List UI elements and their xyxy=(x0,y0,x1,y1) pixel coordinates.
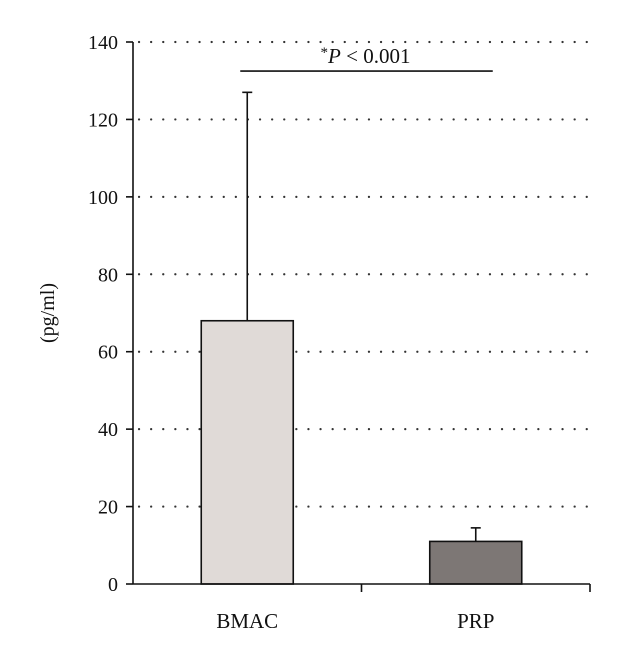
y-tick-label: 140 xyxy=(88,32,118,54)
bar-bmac xyxy=(200,319,295,585)
bars xyxy=(200,319,523,585)
gridlines xyxy=(137,40,592,508)
x-categories: BMAC PRP xyxy=(216,584,591,633)
y-tick-label: 40 xyxy=(98,419,118,441)
y-tick-label: 60 xyxy=(98,342,118,364)
y-tick-label: 0 xyxy=(108,574,118,596)
y-tick-label: 20 xyxy=(98,497,118,519)
x-category-label: PRP xyxy=(457,609,494,633)
bar-prp xyxy=(428,540,523,585)
significance-star: * xyxy=(321,45,329,61)
y-tick-label: 100 xyxy=(88,187,118,209)
y-tick-label: 120 xyxy=(88,109,118,131)
p-symbol: P xyxy=(327,44,341,68)
p-value-label: *P < 0.001 xyxy=(321,44,411,68)
y-tick-label: 80 xyxy=(98,264,118,286)
x-category-label: BMAC xyxy=(216,609,278,633)
error-bars xyxy=(242,91,481,542)
y-ticks: 0 20 40 60 80 100 120 140 xyxy=(88,32,133,596)
y-axis-label: (pg/ml) xyxy=(37,283,59,343)
p-value-text: < 0.001 xyxy=(341,44,411,68)
significance-annotation: *P < 0.001 xyxy=(240,44,493,72)
